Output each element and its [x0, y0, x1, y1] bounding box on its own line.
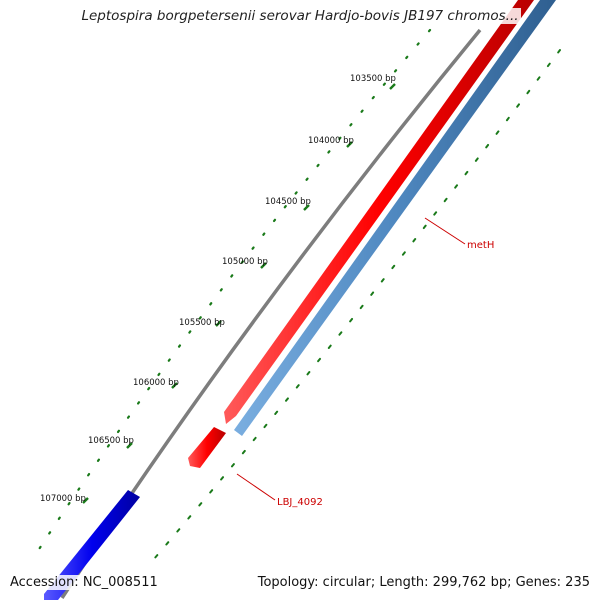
ruler-tick-label: 106000 bp — [133, 378, 179, 388]
ruler-tick-labels: 103500 bp 104000 bp 104500 bp 105000 bp 1055… — [40, 74, 396, 504]
ruler-major-tick — [82, 497, 89, 504]
map-title: Leptospira borgpetersenii serovar Hardjo… — [0, 8, 600, 24]
ruler-major-tick — [389, 83, 396, 90]
ruler-tick-label: 104500 bp — [265, 197, 311, 207]
topology-summary: Topology: circular; Length: 299,762 bp; … — [255, 575, 592, 590]
gene-label-metH: metH — [467, 240, 494, 251]
LBJ_4092-leader-line — [236, 473, 276, 501]
ruler-tick-label: 107000 bp — [40, 494, 86, 504]
ruler-major-tick — [215, 320, 222, 327]
ruler-tick-label: 105000 bp — [222, 257, 268, 267]
gene-reverse-arrow — [44, 490, 140, 600]
ruler-tick-label: 104000 bp — [308, 136, 354, 146]
ruler-major-tick — [126, 442, 133, 449]
cds-band — [234, 0, 556, 436]
ruler-major-tick — [346, 141, 353, 148]
map-title-text: Leptospira borgpetersenii serovar Hardjo… — [79, 8, 521, 24]
gene-LBJ_4092-arrow — [188, 427, 226, 468]
accession-label: Accession: NC_008511 — [8, 575, 160, 590]
ruler-major-tick — [171, 382, 178, 389]
ruler-major-tick — [303, 204, 310, 211]
ruler-tick-label: 103500 bp — [350, 74, 396, 84]
ruler-major-tick — [260, 262, 267, 269]
gene-metH-arrow — [224, 0, 534, 424]
ruler-dots-inner — [147, 49, 561, 567]
ruler-track: 103500 bp 104000 bp 104500 bp 105000 bp 1055… — [30, 28, 432, 562]
metH-leader-line — [424, 217, 466, 245]
ruler-tick-label: 106500 bp — [88, 436, 134, 446]
ruler-tick-label: 105500 bp — [179, 318, 225, 328]
gene-label-LBJ_4092: LBJ_4092 — [277, 497, 323, 508]
ruler-major-ticks — [82, 83, 396, 504]
